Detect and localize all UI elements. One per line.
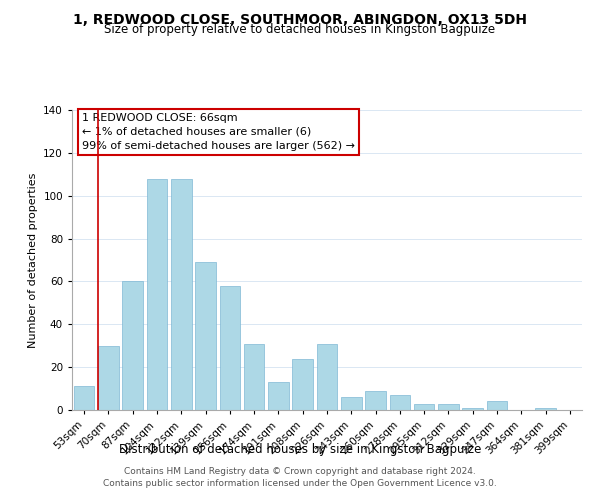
Text: Distribution of detached houses by size in Kingston Bagpuize: Distribution of detached houses by size … bbox=[119, 442, 481, 456]
Bar bbox=[414, 404, 434, 410]
Text: Contains public sector information licensed under the Open Government Licence v3: Contains public sector information licen… bbox=[103, 478, 497, 488]
Y-axis label: Number of detached properties: Number of detached properties bbox=[28, 172, 38, 348]
Bar bbox=[487, 402, 508, 410]
Bar bbox=[244, 344, 265, 410]
Bar bbox=[268, 382, 289, 410]
Text: Contains HM Land Registry data © Crown copyright and database right 2024.: Contains HM Land Registry data © Crown c… bbox=[124, 467, 476, 476]
Bar bbox=[292, 358, 313, 410]
Bar bbox=[341, 397, 362, 410]
Bar bbox=[122, 282, 143, 410]
Bar bbox=[220, 286, 240, 410]
Bar bbox=[463, 408, 483, 410]
Bar bbox=[146, 178, 167, 410]
Bar bbox=[195, 262, 216, 410]
Bar bbox=[438, 404, 459, 410]
Text: Size of property relative to detached houses in Kingston Bagpuize: Size of property relative to detached ho… bbox=[104, 22, 496, 36]
Bar bbox=[74, 386, 94, 410]
Bar bbox=[535, 408, 556, 410]
Bar bbox=[171, 178, 191, 410]
Text: 1, REDWOOD CLOSE, SOUTHMOOR, ABINGDON, OX13 5DH: 1, REDWOOD CLOSE, SOUTHMOOR, ABINGDON, O… bbox=[73, 12, 527, 26]
Bar bbox=[365, 390, 386, 410]
Bar bbox=[98, 346, 119, 410]
Text: 1 REDWOOD CLOSE: 66sqm
← 1% of detached houses are smaller (6)
99% of semi-detac: 1 REDWOOD CLOSE: 66sqm ← 1% of detached … bbox=[82, 113, 355, 151]
Bar bbox=[389, 395, 410, 410]
Bar bbox=[317, 344, 337, 410]
